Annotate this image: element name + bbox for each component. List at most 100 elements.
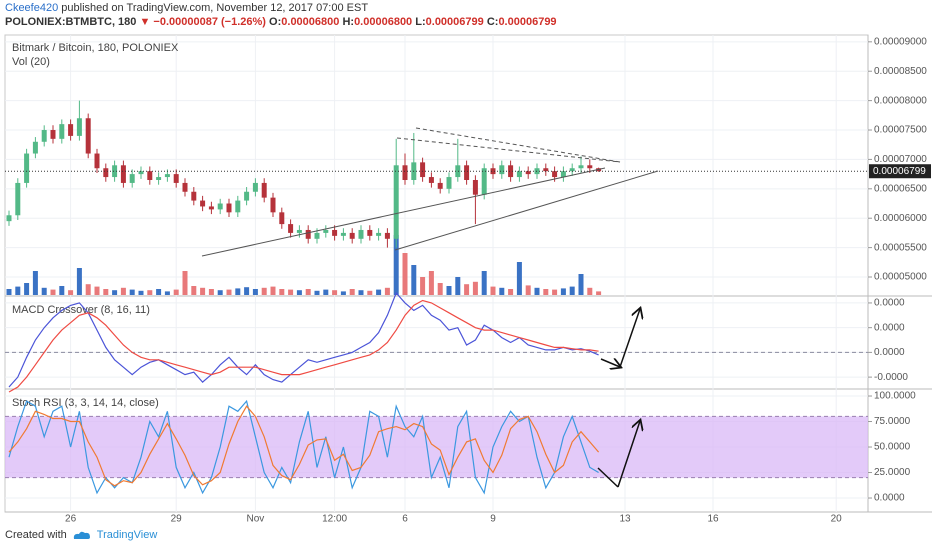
volume-bar (24, 283, 30, 295)
volume-bar (314, 290, 320, 295)
candle-body (32, 141, 38, 154)
symbol: POLONIEX:BTMBTC, 180 (5, 16, 137, 28)
candle-body (481, 168, 487, 195)
volume-bar (112, 290, 118, 295)
low-label: L: (415, 16, 426, 28)
volume-bar (138, 290, 144, 295)
volume-bar (288, 289, 294, 295)
volume-bar (578, 274, 584, 295)
candle-body (578, 165, 584, 169)
volume-bar (252, 289, 258, 295)
trend-line (394, 170, 659, 251)
open: 0.00006800 (281, 16, 340, 28)
candle-body (420, 162, 426, 178)
logo (73, 531, 90, 539)
volume-bar (332, 290, 338, 295)
author: Ckeefe420 (5, 2, 59, 14)
volume-bar (437, 283, 443, 295)
volume-bar (499, 287, 505, 295)
high-label: H: (342, 16, 355, 28)
open-label: O: (269, 16, 282, 28)
candle-body (235, 200, 241, 213)
y-tick-label: 0.00008500 (874, 66, 927, 77)
candle-body (85, 118, 91, 154)
candle-body (138, 171, 144, 175)
y-tick-label: 0.0000 (874, 347, 905, 358)
volume-bar (217, 290, 223, 295)
candle-body (76, 118, 82, 136)
candle-body (393, 165, 399, 239)
candle-body (314, 232, 320, 239)
volume-bar (384, 287, 390, 295)
last-price-label: 0.00006799 (873, 166, 926, 177)
y-tick-label: 0.00007500 (874, 125, 927, 136)
y-tick-label: 0.00005500 (874, 242, 927, 253)
volume-bar (6, 289, 12, 295)
volume-bar (76, 268, 82, 295)
volume-bar (402, 253, 408, 295)
volume-bar (156, 289, 162, 295)
trend-line (201, 167, 606, 257)
volume-bar (472, 281, 478, 295)
candle-body (552, 171, 558, 178)
y-tick-label: 0.0000 (874, 298, 905, 309)
candle-body (50, 130, 56, 139)
volume-bar (244, 287, 250, 295)
volume-bar (323, 289, 329, 295)
candle-body (587, 165, 593, 169)
arrow (619, 309, 640, 368)
candle-body (6, 215, 12, 222)
volume-bar (103, 289, 109, 295)
candle-body (24, 153, 30, 183)
series-line (8, 291, 599, 388)
candle-body (129, 174, 135, 183)
volume-bar (516, 262, 522, 295)
y-tick-label: 100.0000 (874, 391, 916, 402)
volume-bar (428, 271, 434, 295)
volume-bar (147, 290, 153, 295)
volume-bar (508, 289, 514, 295)
volume-bar (411, 265, 417, 295)
candle-body (323, 229, 329, 233)
volume-title: Vol (20) (12, 56, 50, 68)
volume-bar (59, 286, 65, 295)
candle-body (200, 200, 206, 207)
x-tick-label: 26 (65, 514, 77, 525)
quote-line: POLONIEX:BTMBTC, 180 ▼ −0.00000087 (−1.2… (5, 16, 557, 28)
candle-body (261, 182, 267, 198)
x-tick-label: 29 (171, 514, 183, 525)
volume-bar (464, 284, 470, 295)
candle-body (560, 171, 566, 178)
candle-body (508, 165, 514, 178)
volume-bar (569, 286, 575, 295)
header-line: Ckeefe420 published on TradingView.com, … (5, 2, 368, 14)
candle-body (402, 165, 408, 180)
brand: TradingView (96, 529, 158, 541)
volume-bar (279, 289, 285, 295)
candle-body (446, 177, 452, 189)
candle-body (94, 153, 100, 169)
candle-body (358, 229, 364, 239)
candle-body (112, 165, 118, 178)
arrow (617, 421, 640, 488)
candle-body (543, 168, 549, 172)
volume-bar (270, 286, 276, 295)
y-tick-label: 0.00009000 (874, 36, 927, 47)
candle-body (156, 177, 162, 180)
volume-bar (490, 286, 496, 295)
volume-bar (552, 289, 558, 295)
candle-body (120, 165, 126, 183)
candle-body (103, 168, 109, 178)
candle-body (68, 124, 74, 136)
y-tick-label: 25.0000 (874, 467, 911, 478)
volume-bar (15, 286, 21, 295)
volume-bar (50, 289, 56, 295)
close-label: C: (486, 16, 499, 28)
x-tick-label: 16 (707, 514, 719, 525)
y-tick-label: 75.0000 (874, 416, 911, 427)
x-tick-label: 20 (831, 514, 843, 525)
candle-body (525, 171, 531, 175)
candle-body (182, 182, 188, 192)
volume-bar (208, 289, 214, 295)
